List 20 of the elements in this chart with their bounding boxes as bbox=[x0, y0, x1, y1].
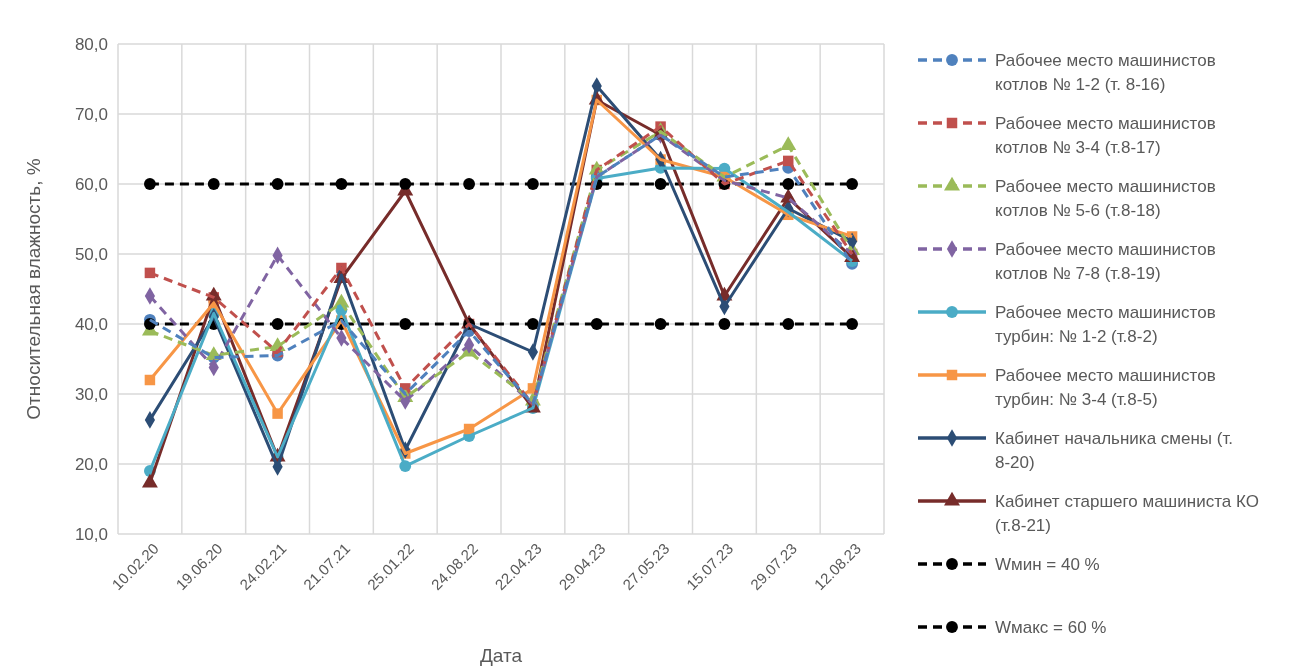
legend-label: Кабинет старшего машиниста КО (т.8-21) bbox=[995, 491, 1259, 535]
y-tick-label: 30,0 bbox=[74, 384, 108, 404]
y-tick-label: 50,0 bbox=[74, 244, 108, 264]
legend-label: Wмакс = 60 % bbox=[995, 617, 1107, 637]
y-axis-title: Относительная влажность, % bbox=[23, 158, 44, 420]
legend-label: Рабочее место машинистов турбин: № 3-4 (т.8-5) bbox=[995, 365, 1216, 409]
y-tick-label: 20,0 bbox=[74, 454, 108, 474]
legend-label: Кабинет начальника смены (т. 8-20) bbox=[995, 428, 1234, 472]
legend-label: Рабочее место машинистов турбин: № 1-2 (т.8-2) bbox=[995, 302, 1216, 346]
legend-label: Wмин = 40 % bbox=[995, 554, 1100, 574]
y-tick-label: 40,0 bbox=[74, 314, 108, 334]
y-tick-label: 80,0 bbox=[74, 34, 108, 54]
y-tick-label: 10,0 bbox=[74, 524, 108, 544]
y-tick-label: 60,0 bbox=[74, 174, 108, 194]
x-axis-title: Дата bbox=[479, 645, 523, 666]
legend-label: Рабочее место машинистов котлов № 1-2 (т. 8-16) bbox=[995, 50, 1216, 94]
legend-label: Рабочее место машинистов котлов № 7-8 (т.8-19) bbox=[995, 239, 1216, 283]
legend-label: Рабочее место машинистов котлов № 5-6 (т.8-18) bbox=[995, 176, 1216, 220]
legend-label: Рабочее место машинистов котлов № 3-4 (т.8-17) bbox=[995, 113, 1216, 157]
y-tick-label: 70,0 bbox=[74, 104, 108, 124]
